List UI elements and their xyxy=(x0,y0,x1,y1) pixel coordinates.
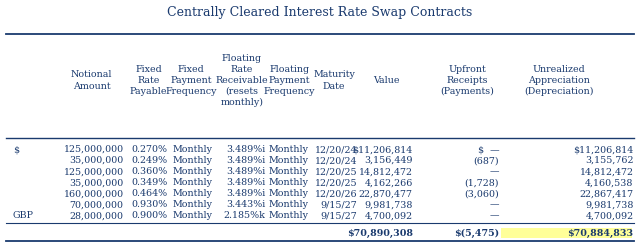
Text: 22,867,417: 22,867,417 xyxy=(579,189,634,198)
Text: Fixed
Rate
Payable: Fixed Rate Payable xyxy=(130,65,167,96)
Text: 9,981,738: 9,981,738 xyxy=(364,200,413,209)
Text: Maturity
Date: Maturity Date xyxy=(313,70,355,91)
Text: 0.360%: 0.360% xyxy=(131,167,168,176)
Text: Value: Value xyxy=(372,76,399,85)
Text: 35,000,000: 35,000,000 xyxy=(69,156,124,165)
Text: 9/15/27: 9/15/27 xyxy=(321,200,357,209)
Text: 12/20/25: 12/20/25 xyxy=(314,167,357,176)
Text: 125,000,000: 125,000,000 xyxy=(63,145,124,154)
Text: $70,884,833: $70,884,833 xyxy=(568,229,634,238)
Text: 35,000,000: 35,000,000 xyxy=(69,178,124,187)
Text: $70,890,308: $70,890,308 xyxy=(347,229,413,238)
Text: 4,162,266: 4,162,266 xyxy=(364,178,413,187)
Text: Floating
Rate
Receivable
(resets
monthly): Floating Rate Receivable (resets monthly… xyxy=(216,54,268,107)
Text: 0.270%: 0.270% xyxy=(132,145,168,154)
Text: $: $ xyxy=(13,145,19,154)
Text: —: — xyxy=(490,212,499,220)
Text: Monthly: Monthly xyxy=(269,189,308,198)
Text: 12/20/26: 12/20/26 xyxy=(314,189,357,198)
Text: Monthly: Monthly xyxy=(173,200,212,209)
Text: Fixed
Payment
Frequency: Fixed Payment Frequency xyxy=(166,65,217,96)
Text: Monthly: Monthly xyxy=(173,145,212,154)
Text: Unrealized
Appreciation
(Depreciation): Unrealized Appreciation (Depreciation) xyxy=(524,65,593,96)
Text: 9/15/27: 9/15/27 xyxy=(321,212,357,220)
Text: 28,000,000: 28,000,000 xyxy=(70,212,124,220)
Text: 22,870,477: 22,870,477 xyxy=(359,189,413,198)
Text: Monthly: Monthly xyxy=(269,200,308,209)
Text: Monthly: Monthly xyxy=(269,178,308,187)
Text: $11,206,814: $11,206,814 xyxy=(353,145,413,154)
Text: 160,000,000: 160,000,000 xyxy=(63,189,124,198)
Text: Monthly: Monthly xyxy=(269,167,308,176)
Text: 14,812,472: 14,812,472 xyxy=(580,167,634,176)
Text: Monthly: Monthly xyxy=(173,178,212,187)
Text: 0.900%: 0.900% xyxy=(132,212,168,220)
Text: $11,206,814: $11,206,814 xyxy=(573,145,634,154)
Text: 3.489%i: 3.489%i xyxy=(227,145,266,154)
Text: 3.489%i: 3.489%i xyxy=(227,156,266,165)
Text: Notional
Amount: Notional Amount xyxy=(71,70,112,91)
Text: Monthly: Monthly xyxy=(269,156,308,165)
Text: (687): (687) xyxy=(474,156,499,165)
Text: 0.464%: 0.464% xyxy=(132,189,168,198)
Text: $  —: $ — xyxy=(477,145,499,154)
Text: 12/20/24: 12/20/24 xyxy=(315,156,357,165)
Text: Monthly: Monthly xyxy=(269,212,308,220)
Text: 12/20/24: 12/20/24 xyxy=(315,145,357,154)
Text: 2.185%k: 2.185%k xyxy=(224,212,266,220)
Text: Monthly: Monthly xyxy=(173,156,212,165)
Text: Upfront
Receipts
(Payments): Upfront Receipts (Payments) xyxy=(440,65,494,96)
Text: 3.489%i: 3.489%i xyxy=(227,178,266,187)
Text: —: — xyxy=(490,200,499,209)
Text: 70,000,000: 70,000,000 xyxy=(70,200,124,209)
Text: 9,981,738: 9,981,738 xyxy=(585,200,634,209)
Text: 4,700,092: 4,700,092 xyxy=(365,212,413,220)
Text: Monthly: Monthly xyxy=(269,145,308,154)
Text: Floating
Payment
Frequency: Floating Payment Frequency xyxy=(264,65,315,96)
Text: 12/20/25: 12/20/25 xyxy=(314,178,357,187)
Text: 3.489%i: 3.489%i xyxy=(227,189,266,198)
Text: 4,700,092: 4,700,092 xyxy=(586,212,634,220)
Text: (3,060): (3,060) xyxy=(465,189,499,198)
Text: 14,812,472: 14,812,472 xyxy=(359,167,413,176)
Text: Monthly: Monthly xyxy=(173,189,212,198)
Text: 3.443%i: 3.443%i xyxy=(227,200,266,209)
Text: 0.249%: 0.249% xyxy=(132,156,168,165)
Text: $(5,475): $(5,475) xyxy=(454,229,499,238)
Text: 3.489%i: 3.489%i xyxy=(227,167,266,176)
Text: 3,155,762: 3,155,762 xyxy=(585,156,634,165)
Text: GBP: GBP xyxy=(13,212,34,220)
Text: Monthly: Monthly xyxy=(173,167,212,176)
Text: 125,000,000: 125,000,000 xyxy=(63,167,124,176)
Bar xyxy=(501,228,632,238)
Text: 4,160,538: 4,160,538 xyxy=(585,178,634,187)
Text: 3,156,449: 3,156,449 xyxy=(364,156,413,165)
Text: Centrally Cleared Interest Rate Swap Contracts: Centrally Cleared Interest Rate Swap Con… xyxy=(168,6,472,19)
Text: —: — xyxy=(490,167,499,176)
Text: Monthly: Monthly xyxy=(173,212,212,220)
Text: 0.349%: 0.349% xyxy=(131,178,168,187)
Text: (1,728): (1,728) xyxy=(465,178,499,187)
Text: 0.930%: 0.930% xyxy=(131,200,168,209)
